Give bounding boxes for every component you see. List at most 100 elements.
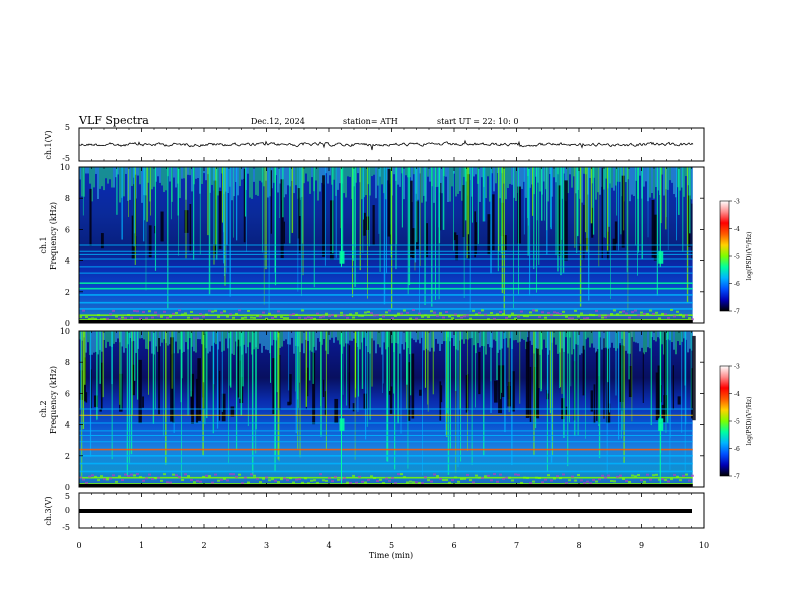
lf-noise (205, 313, 208, 316)
lf-noise (460, 316, 463, 319)
noise-haze (191, 331, 193, 347)
noise-haze (373, 331, 375, 341)
ch1-waveform-xticks (78, 128, 705, 161)
dark-void (502, 365, 505, 398)
lf-noise (247, 309, 250, 312)
lf-noise (199, 312, 202, 315)
lf-noise (82, 478, 85, 481)
noise-haze (281, 331, 283, 347)
lf-noise (178, 309, 181, 312)
lf-noise (175, 474, 178, 477)
ch3-xticks (78, 493, 705, 528)
lf-noise (352, 316, 355, 319)
lf-noise (247, 481, 250, 484)
lf-noise (466, 314, 469, 317)
lf-noise (406, 481, 409, 484)
noise-haze (123, 331, 125, 353)
lf-noise (268, 312, 271, 315)
lf-noise (655, 311, 658, 314)
lf-noise (454, 476, 457, 479)
lf-noise (340, 311, 343, 314)
lf-noise (682, 315, 685, 318)
noise-haze (167, 331, 169, 346)
lf-noise (91, 474, 94, 477)
dark-void (426, 223, 429, 258)
noise-haze (507, 167, 509, 189)
noise-haze (649, 331, 651, 349)
lf-noise (418, 481, 421, 484)
noise-haze (537, 167, 539, 183)
lf-noise (550, 313, 553, 316)
lf-noise (271, 478, 274, 481)
noise-haze (247, 167, 249, 174)
noise-haze (125, 331, 127, 349)
noise-haze (431, 331, 433, 348)
noise-haze (677, 331, 679, 342)
noise-haze (149, 331, 151, 342)
noise-haze (587, 167, 589, 195)
noise-haze (473, 167, 475, 177)
noise-haze (671, 167, 673, 183)
dark-void (672, 365, 674, 410)
lf-noise (418, 312, 421, 315)
dark-void (607, 403, 611, 424)
lf-noise (661, 478, 664, 481)
lf-noise (304, 317, 307, 320)
noise-haze (473, 331, 475, 346)
lf-noise (589, 313, 592, 316)
dark-void (221, 393, 226, 422)
noise-haze (103, 167, 105, 191)
noise-haze (625, 331, 627, 351)
lf-noise (82, 309, 85, 312)
noise-haze (647, 331, 649, 348)
noise-haze (651, 167, 653, 194)
noise-haze (183, 167, 185, 179)
dark-void (475, 222, 478, 255)
noise-haze (437, 167, 439, 187)
noise-haze (117, 167, 119, 175)
noise-haze (571, 167, 573, 188)
ch1-colorbar-gradient (719, 200, 730, 312)
lf-noise (586, 317, 589, 320)
time-tick-label: 0 (76, 541, 81, 550)
lf-noise (241, 482, 244, 485)
lf-noise (679, 313, 682, 316)
lf-noise (595, 309, 598, 312)
noise-haze (445, 331, 447, 341)
noise-haze (515, 331, 517, 341)
lf-noise (448, 315, 451, 318)
lf-noise (439, 477, 442, 480)
lf-noise (478, 311, 481, 314)
lf-noise (580, 312, 583, 315)
lf-noise (259, 481, 262, 484)
lf-noise (499, 311, 502, 314)
lf-noise (331, 480, 334, 483)
lf-noise (493, 317, 496, 320)
noise-haze (399, 167, 401, 187)
noise-haze (649, 167, 651, 198)
colorbar-tick-label: -4 (734, 226, 740, 233)
noise-haze (527, 331, 529, 338)
noise-haze (525, 331, 527, 350)
noise-haze (613, 331, 615, 348)
lf-noise (664, 479, 667, 482)
dark-void (280, 179, 284, 259)
ytick-label: 10 (60, 327, 70, 336)
lf-noise (148, 310, 151, 313)
noise-haze (143, 331, 145, 340)
lf-noise (670, 478, 673, 481)
colorbar-tick-label: -4 (734, 391, 740, 398)
lf-noise (499, 473, 502, 476)
lf-noise (496, 480, 499, 483)
colorbar-tick-label: -3 (734, 364, 740, 371)
lf-noise (88, 317, 91, 320)
noise-haze (269, 331, 271, 354)
lf-noise (505, 476, 508, 479)
noise-haze (345, 167, 347, 198)
ch3-ytick-top: 5 (65, 492, 70, 501)
dark-void (455, 234, 459, 261)
noise-haze (127, 331, 129, 345)
lf-noise (625, 312, 628, 315)
lf-noise (166, 481, 169, 484)
dark-void (138, 359, 142, 424)
